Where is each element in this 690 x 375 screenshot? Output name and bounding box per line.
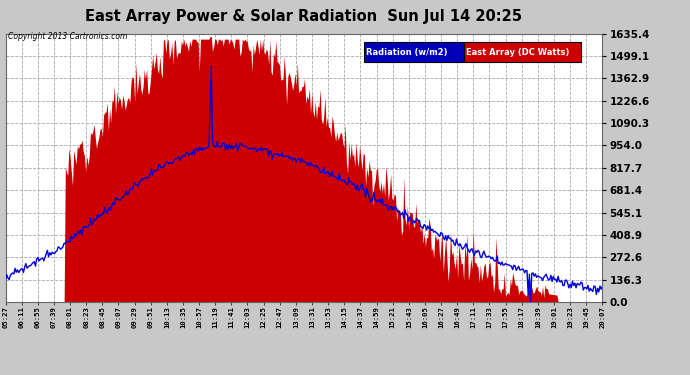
Text: East Array (DC Watts): East Array (DC Watts) [466,48,570,57]
Text: East Array Power & Solar Radiation  Sun Jul 14 20:25: East Array Power & Solar Radiation Sun J… [85,9,522,24]
Text: Radiation (w/m2): Radiation (w/m2) [366,48,448,57]
Text: Copyright 2013 Cartronics.com: Copyright 2013 Cartronics.com [8,32,128,41]
